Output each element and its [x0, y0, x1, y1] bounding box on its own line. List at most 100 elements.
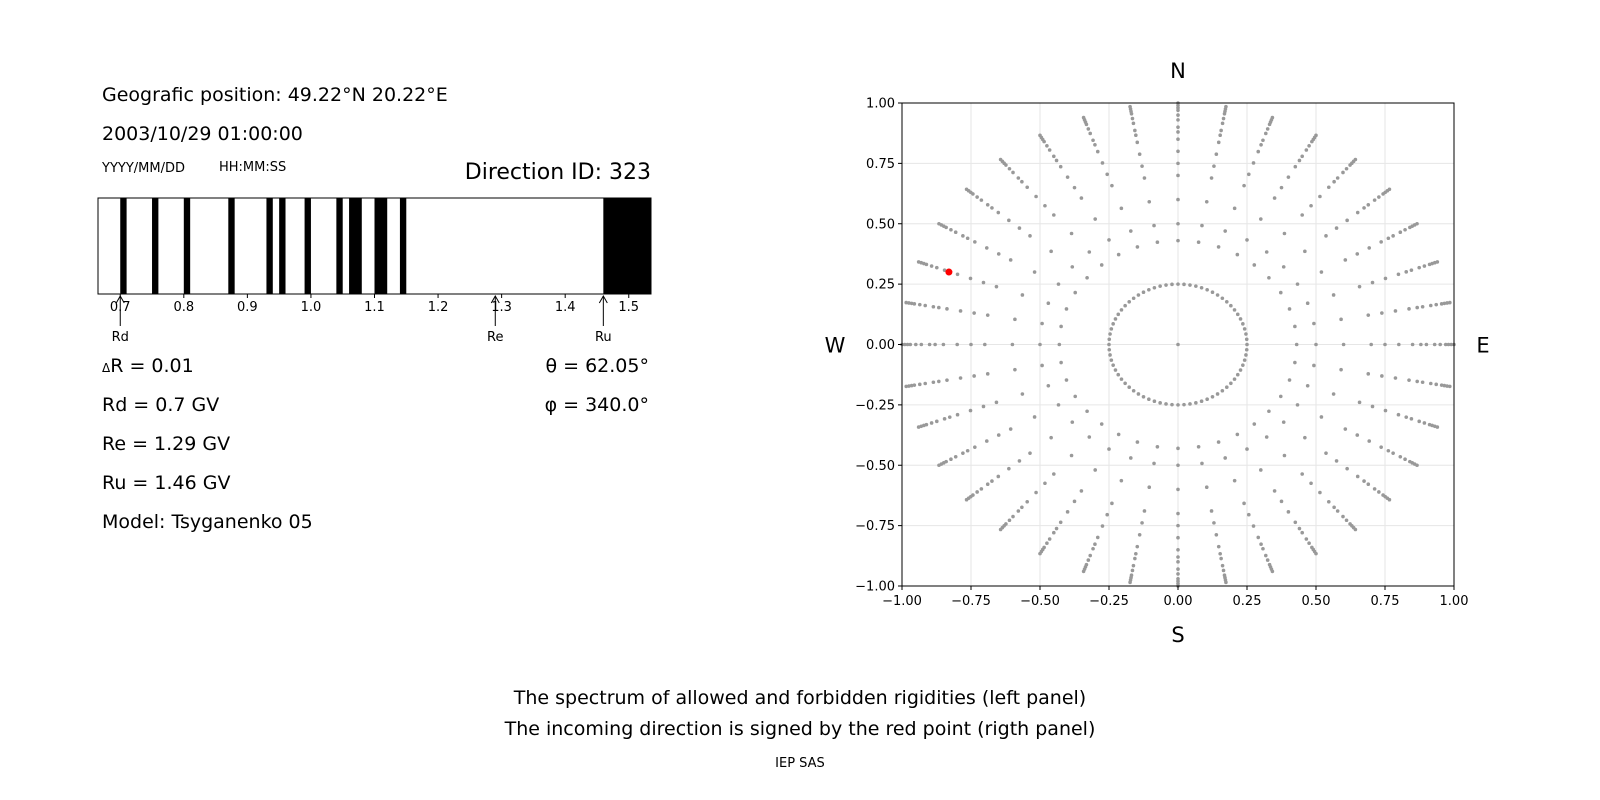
direction-point: [1116, 372, 1121, 377]
forbidden-band: [183, 198, 191, 294]
direction-point: [1303, 435, 1307, 440]
rigidity-spectrum-chart: 0.7 0.8 0.9 1.0 1.1 1.2 1.3 1.4 1.5Rd Re Ru: [97, 197, 652, 345]
direction-point: [1445, 301, 1449, 305]
direction-point: [1123, 381, 1127, 386]
y-tick-label: −0.50: [855, 459, 895, 474]
direction-point: [1370, 280, 1375, 285]
direction-point: [1398, 230, 1403, 235]
direction-point: [1419, 342, 1423, 347]
direction-point: [1158, 401, 1162, 405]
direction-point: [1220, 121, 1225, 126]
forbidden-band: [399, 198, 407, 294]
direction-point: [1176, 113, 1180, 117]
direction-point: [1245, 238, 1249, 242]
direction-point: [1242, 327, 1247, 331]
direction-point: [1011, 514, 1015, 519]
direction-point: [929, 264, 934, 268]
x-tick-label: −0.25: [1089, 594, 1129, 609]
direction-point: [990, 479, 994, 483]
direction-point: [1439, 383, 1444, 387]
direction-point: [1295, 282, 1300, 286]
direction-point: [1020, 392, 1025, 396]
direction-point: [1199, 285, 1204, 290]
direction-point: [1279, 499, 1284, 504]
direction-point: [1420, 304, 1425, 309]
direction-point: [1204, 200, 1209, 204]
direction-point: [1176, 555, 1180, 559]
direction-point: [1343, 427, 1348, 431]
direction-point: [996, 433, 1001, 437]
direction-point: [1130, 568, 1135, 573]
direction-point: [1176, 221, 1180, 226]
direction-point: [912, 383, 917, 387]
direction-point: [1176, 197, 1180, 202]
direction-point: [1215, 293, 1220, 297]
direction-point: [914, 342, 918, 347]
direction-point: [1345, 218, 1349, 223]
direction-point: [1188, 283, 1192, 287]
direction-point: [1312, 321, 1316, 326]
direction-point: [1043, 481, 1047, 486]
direction-point: [1020, 505, 1024, 510]
direction-point: [981, 280, 986, 285]
direction-point: [1095, 535, 1100, 540]
direction-point: [1017, 226, 1022, 230]
direction-point: [998, 157, 1003, 162]
forbidden-band: [152, 198, 159, 294]
direction-point: [1079, 489, 1084, 493]
direction-point: [1281, 420, 1286, 424]
direction-point: [1367, 439, 1372, 443]
direction-point: [1235, 252, 1240, 257]
direction-point: [1095, 149, 1100, 154]
direction-point: [1215, 392, 1220, 396]
re-value: Re = 1.29 GV: [102, 433, 231, 455]
direction-point: [1264, 435, 1269, 439]
direction-point: [1286, 175, 1291, 179]
direction-point: [1020, 179, 1024, 184]
direction-point: [1209, 176, 1214, 180]
direction-point: [1428, 381, 1433, 386]
direction-point: [985, 202, 990, 207]
direction-point: [1069, 231, 1074, 236]
direction-point: [1232, 377, 1237, 381]
direction-point: [1224, 385, 1229, 389]
direction-point: [1200, 461, 1204, 466]
compass-east: E: [1476, 334, 1489, 358]
direction-point: [1331, 293, 1336, 297]
marker-arrow-head: [490, 294, 500, 304]
direction-point: [1016, 176, 1021, 180]
forbidden-band: [349, 198, 362, 294]
direction-point: [1205, 287, 1209, 292]
forbidden-band: [279, 198, 286, 294]
datetime: 2003/10/29 01:00:00: [102, 123, 303, 145]
ru-value: Ru = 1.46 GV: [102, 472, 231, 494]
direction-point: [1229, 303, 1233, 308]
direction-point: [1155, 444, 1160, 449]
direction-point: [1200, 223, 1204, 228]
direction-point: [1176, 342, 1180, 347]
direction-point: [1054, 158, 1059, 163]
direction-point: [1449, 342, 1454, 347]
direction-point: [1040, 321, 1044, 326]
marker-label: Re: [487, 330, 503, 345]
direction-point: [1070, 265, 1075, 269]
direction-point: [1093, 217, 1097, 221]
direction-point: [1137, 152, 1142, 157]
direction-point: [1244, 353, 1248, 357]
direction-point: [1176, 560, 1180, 564]
direction-point: [1335, 509, 1340, 513]
direction-point: [1008, 427, 1013, 431]
direction-point: [1045, 541, 1049, 545]
direction-point: [1314, 342, 1318, 347]
direction-point: [958, 376, 963, 380]
direction-point: [1087, 435, 1092, 439]
direction-point: [1263, 553, 1268, 558]
direction-point: [1442, 301, 1447, 306]
direction-point: [1393, 309, 1398, 313]
forbidden-band: [266, 198, 273, 294]
direction-point: [1058, 164, 1063, 169]
direction-point: [1216, 140, 1221, 145]
direction-point: [1324, 234, 1328, 238]
direction-point: [961, 451, 965, 455]
direction-point: [1028, 451, 1032, 455]
